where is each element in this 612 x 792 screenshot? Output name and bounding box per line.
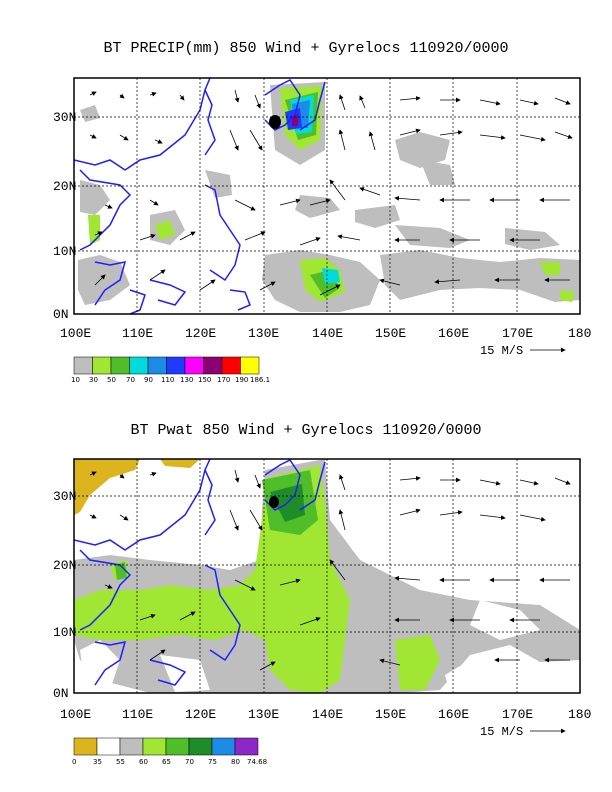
p1-ytick: 0N [53, 307, 69, 322]
p1-cb-label: 90 [144, 376, 153, 384]
wind-vectors [89, 469, 571, 671]
p1-ytick: 10N [53, 244, 76, 259]
panel2-title: BT Pwat 850 Wind + Gyrelocs 110920/0000 [130, 422, 482, 439]
p1-xtick: 140E [312, 326, 343, 341]
p1-xtick: 170E [502, 326, 533, 341]
p2-xtick: 150E [375, 707, 406, 722]
panel2-frame [73, 458, 581, 694]
p2-xtick: 120E [185, 707, 216, 722]
panel1-frame [73, 77, 581, 315]
p2-cb-label: 70 [185, 758, 194, 766]
panel1-map [74, 78, 580, 314]
panel1-title: BT PRECIP(mm) 850 Wind + Gyrelocs 110920… [103, 40, 509, 57]
p1-cb-label: 10 [71, 376, 80, 384]
p2-xtick: 160E [438, 707, 469, 722]
typhoon-center-marker [269, 496, 279, 508]
grid-lines [74, 78, 580, 314]
p1-xtick: 180 [568, 326, 591, 341]
p2-ytick: 30N [53, 489, 76, 504]
p1-cb-label: 50 [107, 376, 116, 384]
p1-cb-label: 110 [161, 376, 174, 384]
p2-cb-label: 80 [231, 758, 240, 766]
p1-colorbar [73, 356, 260, 375]
p2-cb-label: 74.68 [247, 758, 267, 766]
p1-cb-label: 170 [217, 376, 230, 384]
panel2-map [74, 459, 580, 693]
p1-cb-label: 186.1 [250, 376, 270, 384]
p1-cb-label: 150 [198, 376, 211, 384]
p2-cb-label: 35 [93, 758, 102, 766]
p2-cb-label: 65 [162, 758, 171, 766]
coastline [74, 459, 326, 686]
p2-colorbar [73, 737, 259, 756]
p2-cb-label: 55 [116, 758, 125, 766]
p1-xtick: 100E [60, 326, 91, 341]
p1-xtick: 130E [248, 326, 279, 341]
p2-ytick: 0N [53, 686, 69, 701]
pwat-35-55-areas [80, 600, 540, 693]
pwat-0-35-areas [74, 459, 200, 515]
p1-xtick: 120E [185, 326, 216, 341]
p2-ytick: 20N [53, 558, 76, 573]
p1-cb-label: 30 [89, 376, 98, 384]
p1-cb-label: 130 [180, 376, 193, 384]
p1-ytick: 20N [53, 179, 76, 194]
p2-cb-label: 60 [139, 758, 148, 766]
typhoon-center-marker [269, 115, 281, 129]
p2-cb-label: 75 [208, 758, 217, 766]
p1-ref-vector-label: 15 M/S [480, 344, 523, 358]
coastline [74, 78, 326, 314]
p1-xtick: 110E [122, 326, 153, 341]
p2-ytick: 10N [53, 625, 76, 640]
p2-xtick: 180 [568, 707, 591, 722]
grid-lines [74, 459, 580, 693]
p1-cb-label: 70 [126, 376, 135, 384]
p2-xtick: 110E [122, 707, 153, 722]
p2-xtick: 140E [312, 707, 343, 722]
p2-cb-label: 0 [72, 758, 76, 766]
p1-ytick: 30N [53, 110, 76, 125]
p2-xtick: 130E [248, 707, 279, 722]
p2-xtick: 170E [502, 707, 533, 722]
p1-xtick: 150E [375, 326, 406, 341]
p1-cb-label: 190 [235, 376, 248, 384]
p2-xtick: 100E [60, 707, 91, 722]
p2-ref-vector-label: 15 M/S [480, 725, 523, 739]
wind-vectors [89, 89, 573, 296]
p1-xtick: 160E [438, 326, 469, 341]
